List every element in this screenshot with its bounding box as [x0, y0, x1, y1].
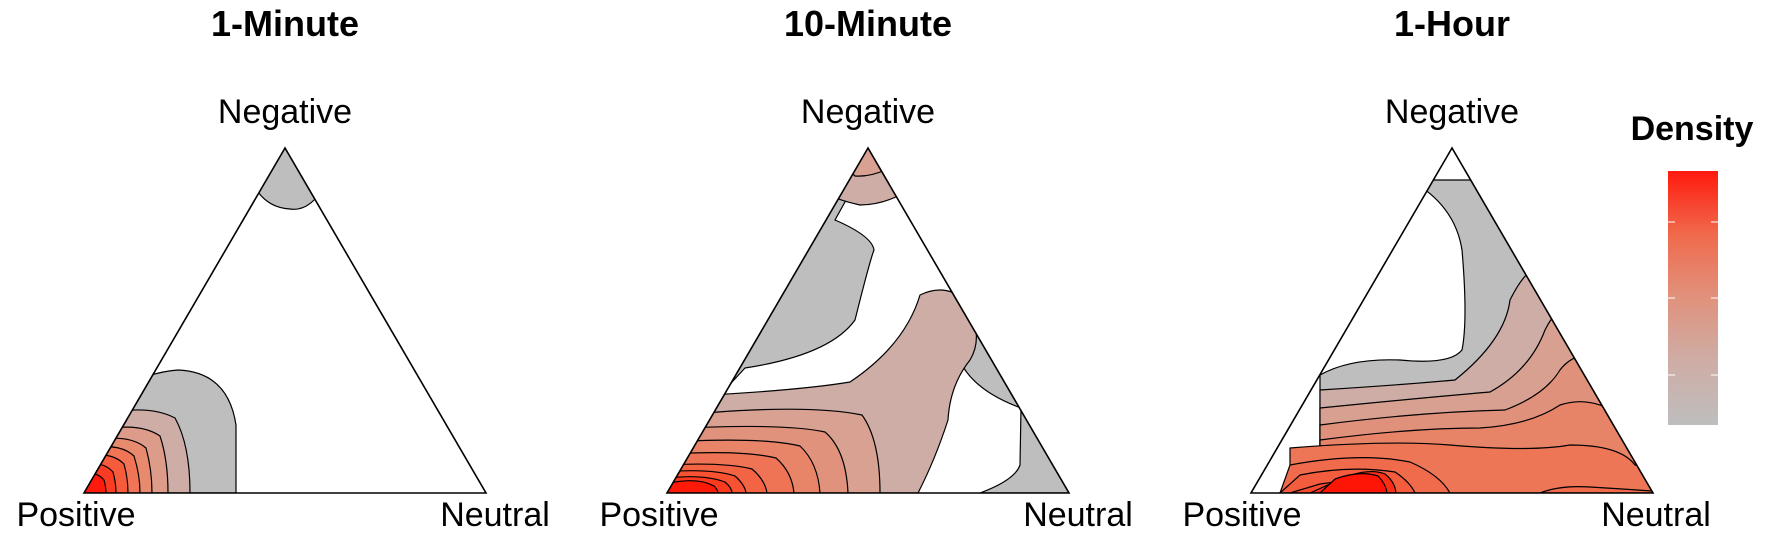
- panel-2-label-neutral: Neutral: [1023, 496, 1133, 534]
- p3-contour-11: [1318, 473, 1388, 493]
- legend-title: Density: [1631, 110, 1754, 148]
- panel-3-title: 1-Hour: [1394, 3, 1510, 44]
- panel-2-label-negative: Negative: [801, 93, 935, 131]
- panel-3-contours: [1278, 179, 1653, 493]
- panel-1-title: 1-Minute: [211, 3, 359, 44]
- panel-1-label-neutral: Neutral: [440, 496, 550, 534]
- p1-contour-8: [84, 472, 107, 493]
- legend-ticks: [1668, 221, 1718, 376]
- panel-1-label-positive: Positive: [16, 496, 135, 534]
- panel-3-label-neutral: Neutral: [1601, 496, 1711, 534]
- panel-1-triangle: [82, 146, 488, 494]
- p2-contour-10: [667, 480, 719, 493]
- panel-2-label-positive: Positive: [599, 496, 718, 534]
- panel-10-minute: 10-Minute Negative Positive Neutral: [599, 3, 1132, 534]
- panel-2-triangle: [665, 146, 1071, 494]
- panel-1-minute: 1-Minute Negative Positive Neutral: [16, 3, 549, 534]
- panel-1-label-negative: Negative: [218, 93, 352, 131]
- panel-3-triangle: [1249, 146, 1655, 494]
- panel-1-hour: 1-Hour Negative Positive Neutral: [1182, 3, 1710, 534]
- panel-2-contours: [667, 148, 1069, 493]
- panel-2-title: 10-Minute: [784, 3, 952, 44]
- legend-colorbar: [1668, 171, 1718, 425]
- legend: Density: [1631, 110, 1754, 425]
- p3-contour-edge: [1539, 486, 1653, 493]
- panel-3-label-positive: Positive: [1182, 496, 1301, 534]
- panel-3-label-negative: Negative: [1385, 93, 1519, 131]
